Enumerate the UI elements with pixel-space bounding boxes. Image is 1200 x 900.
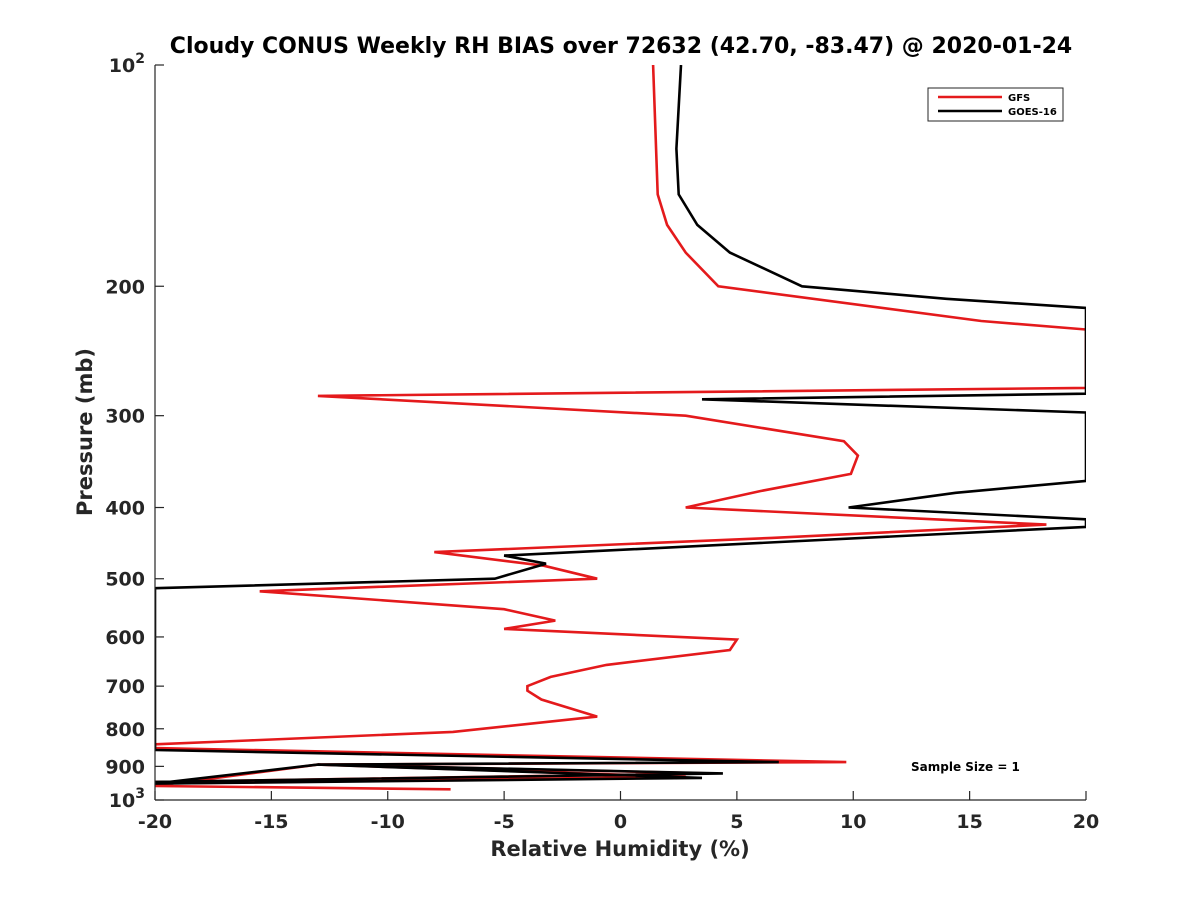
x-tick-label: 5 <box>730 811 743 833</box>
y-tick-label: 200 <box>105 276 145 298</box>
y-tick-label: 700 <box>105 676 145 698</box>
series-layer <box>155 65 1086 791</box>
chart-title: Cloudy CONUS Weekly RH BIAS over 72632 (… <box>170 34 1072 59</box>
y-tick-labels: 102 200 300 400 500 600 700 800 900 103 <box>105 51 145 812</box>
x-tick-labels: -20 -15 -10 -5 0 5 10 15 20 <box>138 811 1099 833</box>
x-tick-label: -10 <box>371 811 405 833</box>
x-tick-label: -5 <box>494 811 515 833</box>
series-line-gfs <box>155 65 1086 791</box>
axes-layer <box>154 64 1087 801</box>
legend: GFS GOES-16 <box>927 87 1064 122</box>
y-tick-label: 600 <box>105 627 145 649</box>
x-tick-label: 10 <box>840 811 866 833</box>
x-tick-label: -20 <box>138 811 172 833</box>
x-tick-label: 0 <box>614 811 627 833</box>
y-tick-label: 900 <box>105 756 145 778</box>
y-tick-label: 300 <box>105 406 145 428</box>
y-tick-label: 103 <box>109 786 145 812</box>
x-tick-label: -15 <box>254 811 288 833</box>
y-tick-label: 800 <box>105 719 145 741</box>
y-tick-label: 400 <box>105 498 145 520</box>
sample-size-annotation: Sample Size = 1 <box>911 760 1020 774</box>
legend-box <box>927 87 1064 122</box>
legend-entry-goes16: GOES-16 <box>1008 107 1057 118</box>
series-line-goes16 <box>155 65 1086 785</box>
y-tick-label: 102 <box>109 51 145 77</box>
y-axis-label: Pressure (mb) <box>73 348 97 516</box>
y-tick-label: 500 <box>105 569 145 591</box>
plot-area: -20 -15 -10 -5 0 5 10 15 20 102 200 300 400 500 600 70… <box>105 51 1099 833</box>
x-tick-label: 20 <box>1073 811 1099 833</box>
x-axis-label: Relative Humidity (%) <box>490 837 749 861</box>
x-tick-label: 15 <box>956 811 982 833</box>
legend-entry-gfs: GFS <box>1008 93 1030 104</box>
